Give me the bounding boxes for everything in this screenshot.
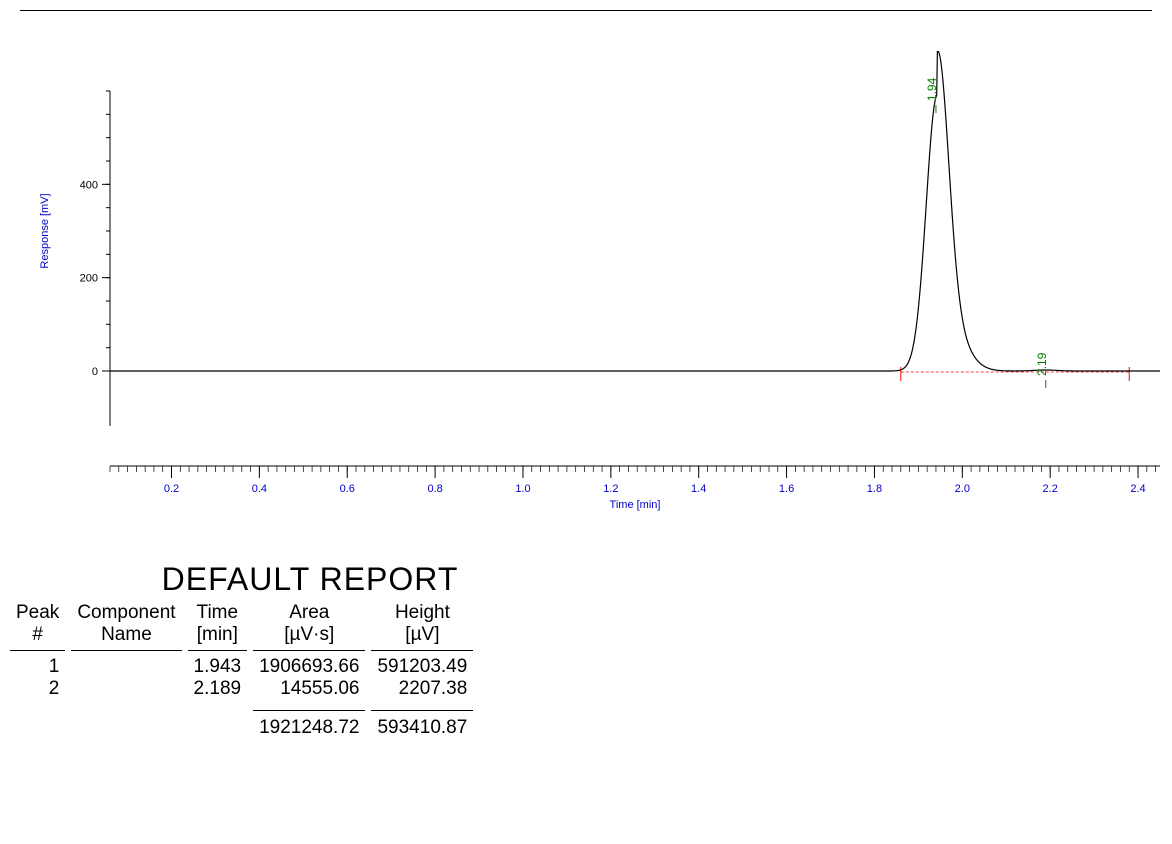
svg-text:400: 400: [80, 179, 98, 191]
svg-text:0: 0: [92, 366, 98, 378]
svg-text:2.0: 2.0: [955, 483, 970, 495]
col-header-component: Component Name: [71, 602, 181, 648]
report-title: DEFAULT REPORT: [10, 561, 610, 598]
svg-text:1.8: 1.8: [867, 483, 882, 495]
svg-text:0.2: 0.2: [164, 483, 179, 495]
total-area: 1921248.72: [253, 717, 365, 739]
svg-text:2.2: 2.2: [1043, 483, 1058, 495]
svg-text:0.6: 0.6: [340, 483, 355, 495]
peaks-table: Peak # Component Name Time [min]: [10, 602, 473, 739]
svg-text:200: 200: [80, 273, 98, 285]
svg-text:0.8: 0.8: [427, 483, 442, 495]
svg-text:1.4: 1.4: [691, 483, 706, 495]
svg-text:Response [mV]: Response [mV]: [39, 193, 51, 268]
table-row: 11.9431906693.66591203.49: [10, 656, 473, 678]
report-section: DEFAULT REPORT Peak # Component Name Tim…: [10, 561, 610, 739]
col-header-peak: Peak #: [10, 602, 65, 648]
svg-text:1.0: 1.0: [515, 483, 530, 495]
svg-text:1.6: 1.6: [779, 483, 794, 495]
col-header-area: Area [µV·s]: [253, 602, 365, 648]
svg-text:2.4: 2.4: [1130, 483, 1145, 495]
col-header-height: Height [µV]: [371, 602, 473, 648]
table-row: 22.18914555.062207.38: [10, 678, 473, 700]
svg-text:2.19: 2.19: [1035, 352, 1049, 376]
svg-text:Time [min]: Time [min]: [610, 499, 661, 511]
svg-text:1.94: 1.94: [925, 77, 939, 101]
total-height: 593410.87: [371, 717, 473, 739]
chromatogram-chart: 0 200 400 Response [mV] 0.2 0.4 0.6 0.8 1.0 1.2 1.…: [20, 51, 1172, 531]
svg-text:0.4: 0.4: [252, 483, 267, 495]
page-top-rule: [20, 10, 1152, 11]
svg-text:1.2: 1.2: [603, 483, 618, 495]
col-header-time: Time [min]: [188, 602, 248, 648]
